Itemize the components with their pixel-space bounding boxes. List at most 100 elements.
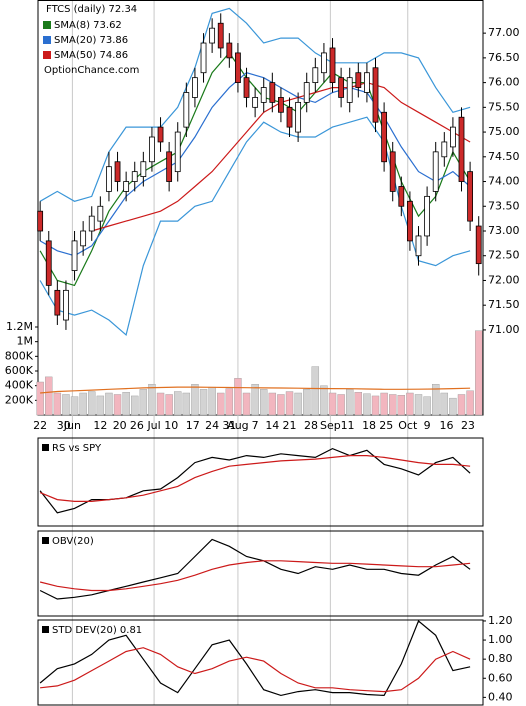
candle-body: [243, 77, 250, 98]
x-tick-label: Oct: [398, 419, 418, 432]
x-tick-label: 11: [341, 419, 355, 432]
panel-title: RS vs SPY: [52, 443, 102, 454]
volume-bar: [79, 392, 87, 416]
x-tick-label: 30: [57, 419, 71, 432]
candle-body: [114, 161, 121, 182]
x-tick-label: 10: [164, 419, 178, 432]
y-tick-label: 76.00: [488, 76, 520, 89]
candle-body: [45, 240, 52, 286]
volume-bar: [320, 385, 328, 416]
volume-bar: [234, 378, 242, 416]
x-tick-label: 23: [461, 419, 475, 432]
y-tick-label: 600K: [5, 364, 34, 377]
candle-body: [54, 289, 61, 316]
panel-frame: [37, 437, 484, 527]
volume-bar: [139, 389, 148, 416]
y-tick-label: 72.50: [488, 249, 520, 262]
volume-bar: [45, 376, 53, 416]
x-tick-label: 14: [265, 419, 279, 432]
indicator-line: [39, 7, 471, 202]
x-tick-label: 31: [222, 419, 236, 432]
candle-body: [312, 67, 319, 84]
candle-body: [286, 106, 293, 128]
indicator-line: [39, 455, 471, 502]
volume-bar: [148, 384, 156, 416]
volume-bar: [199, 389, 208, 416]
candle-body: [97, 205, 104, 222]
volume-bar: [440, 392, 449, 416]
y-tick-label: 1.00: [488, 633, 513, 646]
volume-bar: [397, 395, 406, 416]
volume-bar: [251, 384, 259, 416]
y-tick-label: 77.00: [488, 26, 520, 39]
candle-body: [123, 181, 130, 192]
candle-body: [226, 42, 233, 59]
candle-body: [467, 171, 474, 222]
candle-body: [450, 126, 456, 148]
candle-body: [278, 97, 284, 113]
y-tick-label: 75.00: [488, 125, 520, 138]
indicator-line: [40, 647, 471, 693]
candle-body: [303, 82, 310, 103]
volume-bar: [260, 389, 268, 416]
candle-body: [381, 111, 388, 163]
y-tick-label: 1M: [17, 335, 34, 348]
candle-body: [200, 42, 207, 74]
chart-title: FTCS (daily) 72.34: [46, 4, 137, 15]
volume-bar: [105, 392, 113, 416]
candle-body: [389, 151, 396, 192]
panel-title: STD DEV(20) 0.81: [52, 625, 142, 636]
volume-bar: [208, 386, 216, 416]
volume-bar: [371, 395, 380, 416]
candle-body: [432, 151, 439, 192]
volume-bar: [268, 392, 277, 416]
y-tick-label: 76.50: [488, 51, 520, 64]
volume-bar: [131, 395, 139, 416]
x-tick-label: 24: [205, 419, 219, 432]
candle-body: [166, 151, 173, 182]
candle-body: [235, 52, 241, 84]
candle-body: [63, 289, 69, 321]
legend-label: SMA(8) 73.62: [54, 20, 122, 31]
panel-frame: [37, 530, 484, 617]
volume-bar: [88, 391, 96, 416]
x-tick-label: 12: [93, 419, 107, 432]
candle-body: [475, 225, 482, 265]
candle-body: [407, 200, 413, 242]
y-tick-label: 71.00: [488, 323, 520, 336]
candle-body: [355, 72, 362, 88]
x-tick-label: Jun: [63, 419, 81, 432]
y-tick-label: 400K: [5, 379, 34, 392]
candle-body: [441, 141, 448, 158]
volume-average: [40, 386, 471, 394]
volume-bar: [363, 393, 371, 416]
y-tick-label: 71.50: [488, 298, 520, 311]
candle-body: [106, 166, 112, 192]
indicator-line: [39, 620, 471, 697]
candle-body: [183, 92, 190, 128]
volume-bar: [328, 392, 337, 416]
volume-bar: [303, 389, 311, 416]
volume-bar: [475, 330, 483, 416]
x-tick-label: Jul: [146, 419, 160, 432]
volume-bar: [182, 392, 191, 416]
legend-swatch: [42, 444, 49, 451]
candle-body: [88, 215, 95, 232]
y-tick-label: 73.50: [488, 199, 520, 212]
volume-bar: [449, 397, 457, 416]
volume-bar: [217, 392, 225, 416]
volume-bar: [242, 392, 251, 416]
volume-bar: [277, 394, 285, 416]
x-tick-label: 20: [113, 419, 127, 432]
panel-frame: [37, 0, 484, 416]
volume-bar: [466, 390, 474, 416]
y-tick-label: 73.00: [488, 224, 520, 237]
volume-bar: [113, 394, 122, 416]
indicator-line: [39, 560, 471, 592]
candle-body: [321, 52, 327, 74]
volume-bar: [156, 392, 165, 416]
indicator-line: [39, 116, 471, 336]
candle-body: [252, 97, 259, 108]
legend-swatch: [42, 626, 49, 633]
